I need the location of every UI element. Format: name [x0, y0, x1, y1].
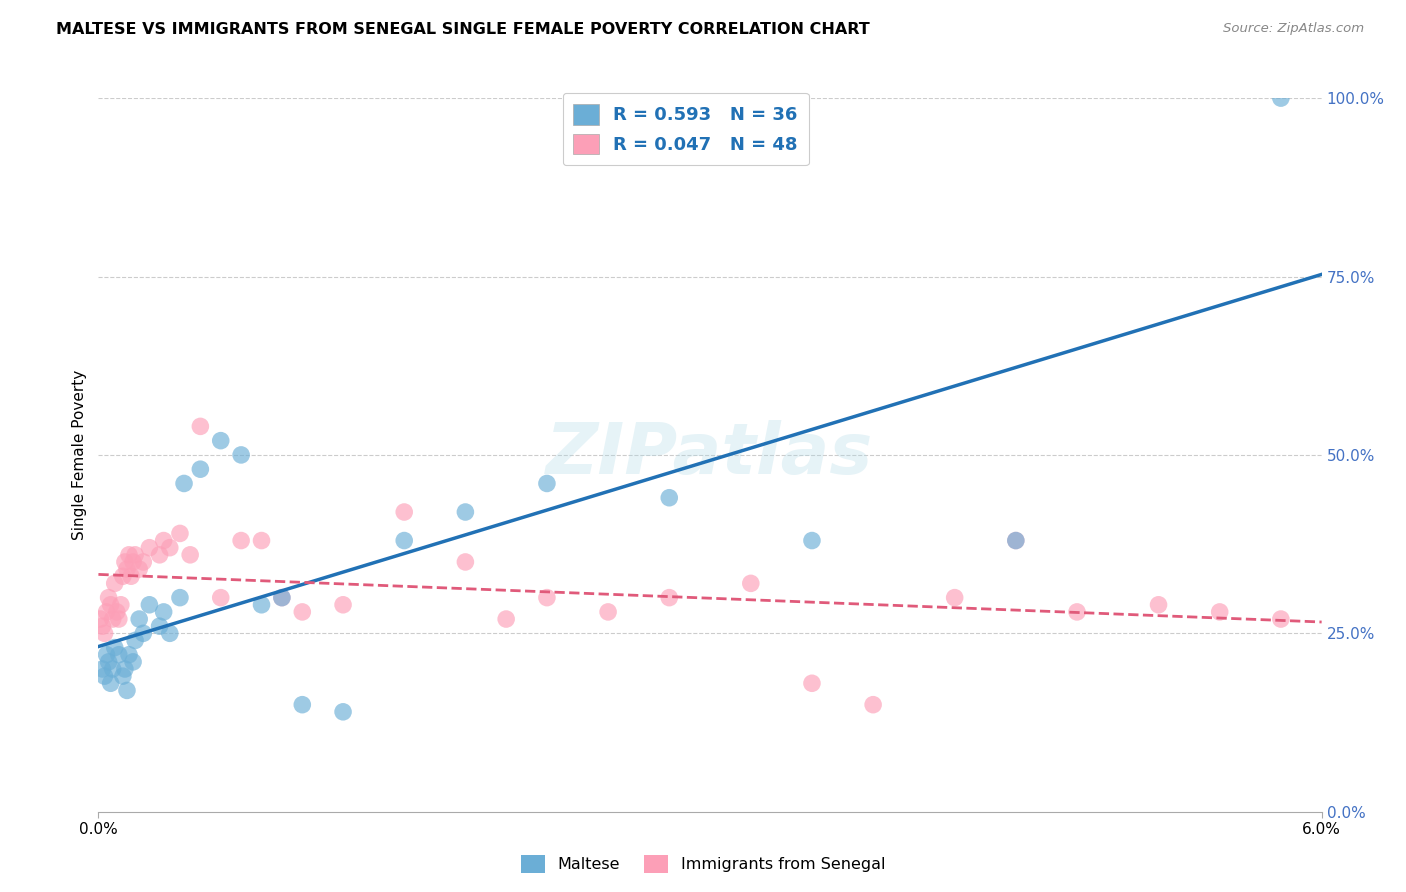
- Text: Source: ZipAtlas.com: Source: ZipAtlas.com: [1223, 22, 1364, 36]
- Point: [104, 640, 127, 655]
- Point: [100, 598, 122, 612]
- Point: [173, 476, 195, 491]
- Point: [231, 448, 253, 462]
- Point: [270, 591, 292, 605]
- Point: [392, 505, 416, 519]
- Point: [105, 605, 128, 619]
- Point: [138, 541, 160, 555]
- Point: [124, 633, 146, 648]
- Point: [801, 676, 824, 690]
- Point: [108, 648, 131, 662]
- Text: ZIPatlas: ZIPatlas: [547, 420, 873, 490]
- Point: [169, 591, 191, 605]
- Point: [332, 598, 354, 612]
- Point: [104, 576, 127, 591]
- Point: [1066, 605, 1088, 619]
- Point: [250, 533, 273, 548]
- Point: [536, 591, 558, 605]
- Point: [598, 605, 620, 619]
- Point: [89, 612, 111, 626]
- Point: [291, 605, 314, 619]
- Point: [1004, 533, 1026, 548]
- Point: [332, 705, 354, 719]
- Point: [943, 591, 966, 605]
- Point: [740, 576, 762, 591]
- Text: MALTESE VS IMMIGRANTS FROM SENEGAL SINGLE FEMALE POVERTY CORRELATION CHART: MALTESE VS IMMIGRANTS FROM SENEGAL SINGL…: [56, 22, 870, 37]
- Legend: Maltese, Immigrants from Senegal: Maltese, Immigrants from Senegal: [515, 848, 891, 880]
- Point: [454, 505, 477, 519]
- Point: [132, 555, 155, 569]
- Point: [862, 698, 884, 712]
- Point: [152, 605, 174, 619]
- Point: [93, 669, 115, 683]
- Point: [118, 548, 141, 562]
- Point: [658, 591, 681, 605]
- Point: [454, 555, 477, 569]
- Point: [392, 533, 416, 548]
- Point: [291, 698, 314, 712]
- Point: [100, 676, 122, 690]
- Point: [270, 591, 292, 605]
- Point: [101, 612, 124, 626]
- Point: [209, 434, 232, 448]
- Point: [122, 555, 145, 569]
- Point: [536, 476, 558, 491]
- Point: [159, 541, 181, 555]
- Point: [122, 655, 145, 669]
- Point: [159, 626, 181, 640]
- Point: [97, 655, 120, 669]
- Point: [1004, 533, 1026, 548]
- Point: [128, 562, 150, 576]
- Point: [97, 591, 120, 605]
- Point: [209, 591, 232, 605]
- Point: [658, 491, 681, 505]
- Point: [115, 683, 138, 698]
- Point: [93, 626, 115, 640]
- Point: [1147, 598, 1170, 612]
- Point: [1270, 612, 1292, 626]
- Point: [1270, 91, 1292, 105]
- Point: [188, 419, 212, 434]
- Point: [231, 533, 253, 548]
- Point: [101, 662, 124, 676]
- Legend: R = 0.593   N = 36, R = 0.047   N = 48: R = 0.593 N = 36, R = 0.047 N = 48: [562, 93, 808, 165]
- Point: [149, 619, 172, 633]
- Point: [801, 533, 824, 548]
- Point: [118, 648, 141, 662]
- Point: [91, 662, 114, 676]
- Point: [128, 612, 150, 626]
- Point: [250, 598, 273, 612]
- Point: [96, 648, 118, 662]
- Point: [495, 612, 517, 626]
- Point: [149, 548, 172, 562]
- Point: [114, 662, 136, 676]
- Point: [1208, 605, 1232, 619]
- Point: [169, 526, 191, 541]
- Point: [138, 598, 160, 612]
- Point: [96, 605, 118, 619]
- Point: [179, 548, 201, 562]
- Point: [124, 548, 146, 562]
- Point: [120, 569, 142, 583]
- Point: [152, 533, 174, 548]
- Point: [114, 555, 136, 569]
- Point: [110, 598, 132, 612]
- Point: [132, 626, 155, 640]
- Point: [108, 612, 131, 626]
- Point: [111, 569, 134, 583]
- Point: [188, 462, 212, 476]
- Point: [115, 562, 138, 576]
- Point: [91, 619, 114, 633]
- Y-axis label: Single Female Poverty: Single Female Poverty: [72, 370, 87, 540]
- Point: [111, 669, 134, 683]
